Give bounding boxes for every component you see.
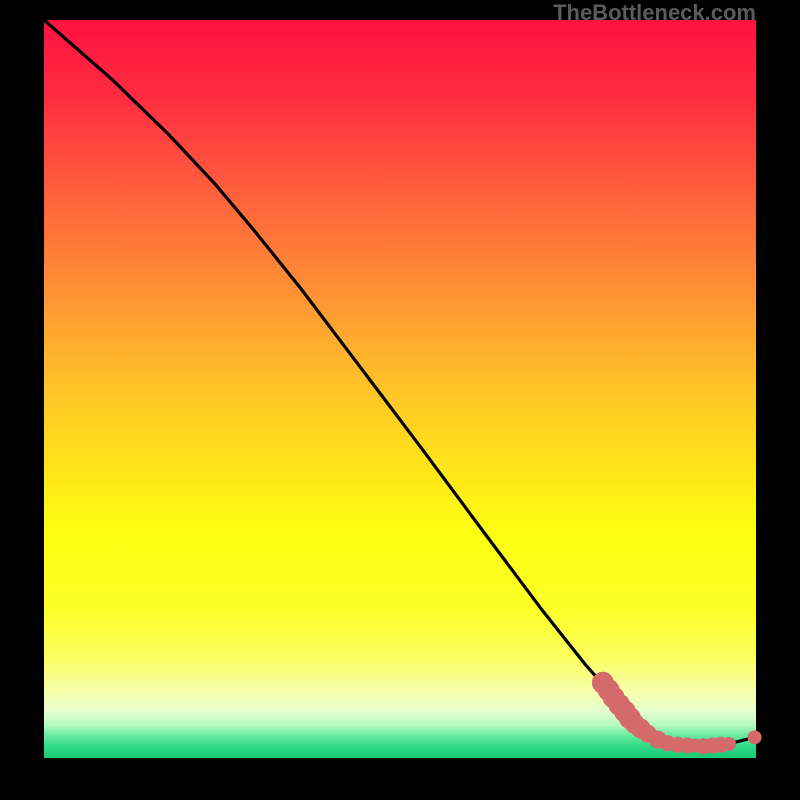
data-marker	[748, 730, 762, 744]
data-marker	[722, 737, 736, 751]
stage: TheBottleneck.com	[0, 0, 800, 800]
bottleneck-curve	[44, 20, 755, 746]
plot-area	[44, 20, 756, 758]
chart-svg	[44, 20, 756, 758]
watermark-text: TheBottleneck.com	[553, 0, 756, 26]
